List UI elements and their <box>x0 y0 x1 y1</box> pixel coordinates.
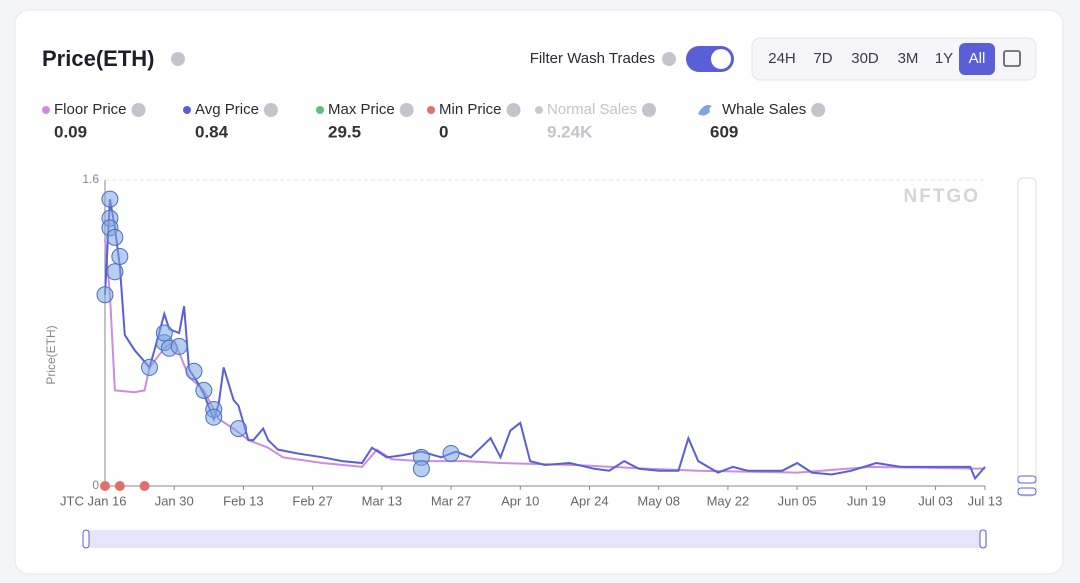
x-tick-label: Feb 27 <box>292 493 332 508</box>
legend-dot <box>427 106 435 114</box>
legend-name[interactable]: Max Price <box>328 101 395 118</box>
whale-marker[interactable] <box>140 358 158 376</box>
legend-name[interactable]: Whale Sales <box>722 101 806 118</box>
whale-marker[interactable] <box>195 381 213 399</box>
x-tick-label: Jun 19 <box>847 493 886 508</box>
watermark: NFTGO <box>904 186 981 207</box>
legend-name[interactable]: Min Price <box>439 101 502 118</box>
legend-dot <box>183 106 191 114</box>
legend-name[interactable]: Normal Sales <box>547 101 637 118</box>
x-handle[interactable] <box>82 529 90 549</box>
whale-marker[interactable] <box>96 286 114 304</box>
range-button[interactable]: 30D <box>851 50 879 67</box>
range-button[interactable]: 7D <box>813 50 832 67</box>
timezone-label: JTC <box>60 493 84 508</box>
range-button[interactable]: 1Y <box>935 50 953 67</box>
range-active[interactable] <box>959 43 995 75</box>
whale-marker[interactable] <box>170 337 188 355</box>
info-icon <box>642 103 657 117</box>
range-button[interactable]: All <box>969 50 986 67</box>
legend-dot <box>316 106 324 114</box>
legend-name[interactable]: Avg Price <box>195 101 259 118</box>
whale-marker[interactable] <box>106 263 124 281</box>
legend-value: 29.5 <box>328 122 361 141</box>
y-handle[interactable] <box>1017 487 1037 496</box>
whale-marker[interactable] <box>106 228 124 246</box>
legend-dot <box>42 106 50 114</box>
whale-marker[interactable] <box>185 362 203 380</box>
min-marker[interactable] <box>139 481 150 491</box>
legend-value: 0 <box>439 122 448 141</box>
legend-value: 0.84 <box>195 122 229 141</box>
x-tick-label: Apr 24 <box>570 493 608 508</box>
legend-value: 9.24K <box>547 122 593 141</box>
calendar-icon[interactable] <box>1003 50 1021 67</box>
legend-value: 609 <box>710 122 738 141</box>
y-axis-label: Price(ETH) <box>44 325 58 384</box>
info-icon <box>131 103 146 117</box>
min-marker[interactable] <box>100 481 110 491</box>
x-tick-label: Mar 13 <box>362 493 402 508</box>
x-tick-label: Mar 27 <box>431 493 471 508</box>
info-icon <box>263 103 278 117</box>
x-scroller[interactable] <box>85 530 987 548</box>
x-tick-label: May 08 <box>637 493 680 508</box>
whale-marker[interactable] <box>205 408 223 426</box>
info-icon <box>811 103 826 117</box>
y-tick-label: 0 <box>92 478 99 492</box>
whale-marker[interactable] <box>155 324 173 342</box>
x-tick-label: Jul 13 <box>968 493 1003 508</box>
info-icon <box>506 103 521 117</box>
x-tick-label: Feb 13 <box>223 493 263 508</box>
x-handle[interactable] <box>979 529 987 549</box>
min-marker[interactable] <box>114 481 125 491</box>
y-scroller[interactable] <box>1017 177 1037 497</box>
title: Price(ETH) <box>42 46 154 71</box>
x-tick-label: Apr 10 <box>501 493 539 508</box>
legend-value: 0.09 <box>54 122 87 141</box>
y-tick-label: 1.6 <box>82 172 99 186</box>
x-tick-label: Jul 03 <box>918 493 953 508</box>
info-icon <box>399 103 414 117</box>
whale-marker[interactable] <box>412 460 430 478</box>
card <box>14 9 1064 575</box>
whale-marker[interactable] <box>101 190 119 208</box>
range-button[interactable]: 24H <box>768 50 796 67</box>
legend: Floor Price 0.09 Avg Price 0.84 Max Price 29.… <box>42 101 826 141</box>
x-tick-label: May 22 <box>707 493 750 508</box>
filter-label: Filter Wash Trades <box>530 50 655 67</box>
range-button[interactable]: 3M <box>898 50 919 67</box>
whale-marker[interactable] <box>229 420 247 438</box>
ranges: 24H 7D 30D 3M 1Y All <box>768 43 995 75</box>
info-icon <box>662 52 676 66</box>
legend-name[interactable]: Floor Price <box>54 101 127 118</box>
toggle-knob[interactable] <box>711 49 731 69</box>
price-line <box>104 239 986 474</box>
toggle[interactable] <box>686 46 734 72</box>
info-icon <box>171 52 185 66</box>
legend-dot <box>535 106 543 114</box>
x-tick-label: Jan 16 <box>87 493 126 508</box>
x-tick-label: Jun 05 <box>778 493 817 508</box>
whale-marker[interactable] <box>442 444 460 462</box>
x-tick-label: Jan 30 <box>155 493 194 508</box>
whale-marker[interactable] <box>111 248 129 265</box>
whale-icon <box>698 105 712 116</box>
y-handle[interactable] <box>1017 475 1037 484</box>
plot: 0 1.6 Jan 16 Jan 30 Feb 13 Feb 27 Mar 13 Mar 27… <box>44 172 1002 508</box>
